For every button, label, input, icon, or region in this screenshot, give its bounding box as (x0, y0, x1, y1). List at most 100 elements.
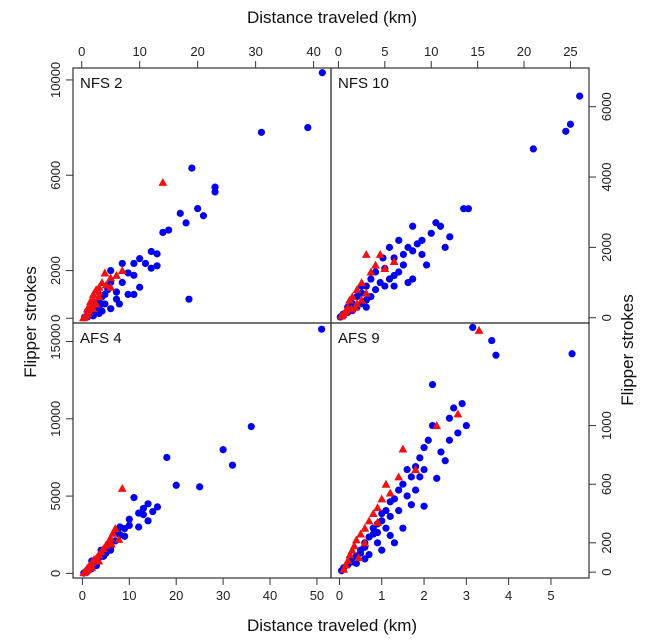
point-circle (416, 473, 424, 481)
bottom-axis-label: Distance traveled (km) (247, 616, 417, 635)
point-circle (153, 250, 161, 258)
point-circle (390, 539, 399, 547)
x-tick-label: 0 (335, 44, 342, 59)
y-tick-label: 2000 (599, 233, 614, 262)
points-layer (79, 69, 326, 322)
y-tick-label: 0 (48, 570, 63, 577)
point-triangle (88, 290, 98, 298)
point-circle (130, 259, 138, 268)
point-circle (395, 236, 403, 244)
y-tick-label: 0 (48, 315, 63, 322)
panel-title: AFS 4 (80, 330, 122, 347)
panel-3: AFS 9 0 1 2 3 4 5 0 200 600 1000 (330, 322, 614, 603)
point-circle (568, 350, 576, 358)
point-circle (420, 465, 428, 474)
point-circle (101, 300, 109, 308)
y-tick-label: 4000 (599, 163, 614, 192)
point-triangle (351, 535, 361, 544)
point-circle (386, 512, 394, 521)
y-tick-label: 10000 (48, 62, 63, 98)
point-circle (446, 233, 454, 241)
point-circle (378, 546, 386, 554)
point-triangle (411, 465, 420, 474)
point-circle (159, 228, 167, 237)
point-triangle (101, 280, 111, 289)
point-triangle (106, 282, 116, 291)
point-circle (257, 128, 266, 136)
point-circle (416, 454, 424, 462)
point-circle (454, 429, 462, 437)
x-tick-label: 50 (310, 588, 324, 603)
point-circle (188, 164, 196, 172)
point-circle (318, 325, 326, 333)
point-circle (385, 275, 394, 283)
x-tick-label: 40 (306, 44, 320, 59)
point-circle (147, 264, 155, 272)
point-circle (130, 494, 138, 502)
point-triangle (117, 266, 127, 275)
point-circle (118, 259, 126, 268)
top-axis-label: Distance traveled (km) (247, 8, 417, 27)
point-circle (135, 509, 143, 517)
y-tick-label: 6000 (48, 161, 63, 190)
point-triangle (117, 483, 127, 492)
point-circle (182, 219, 190, 227)
point-circle (385, 243, 394, 251)
point-triangle (377, 494, 387, 503)
point-circle (304, 123, 312, 132)
point-circle (395, 506, 403, 515)
point-circle (211, 188, 219, 196)
point-circle (390, 282, 398, 290)
point-triangle (79, 568, 89, 577)
panel-title: NFS 2 (80, 75, 123, 92)
point-circle (432, 219, 440, 227)
point-triangle (360, 523, 370, 532)
points-layer (337, 323, 576, 575)
point-circle (403, 465, 411, 474)
panel-frame (330, 67, 590, 324)
point-circle (149, 507, 157, 516)
point-triangle (361, 250, 371, 258)
point-circle (352, 559, 360, 567)
point-circle (219, 446, 227, 454)
point-circle (362, 303, 370, 311)
x-tick-label: 5 (547, 588, 554, 603)
point-circle (433, 474, 441, 482)
point-triangle (373, 503, 382, 512)
x-tick-label: 30 (248, 44, 262, 59)
x-tick-label: 0 (79, 588, 86, 603)
point-triangle (432, 421, 442, 430)
left-axis-label: Flipper strokes (21, 266, 40, 377)
point-circle (318, 69, 326, 77)
point-circle (399, 261, 407, 269)
y-tick-label: 15000 (48, 323, 63, 359)
point-circle (98, 307, 106, 315)
point-triangle (349, 541, 359, 550)
point-circle (115, 300, 123, 308)
y-tick-label: 600 (599, 473, 614, 495)
point-triangle (347, 304, 356, 313)
point-triangle (345, 550, 355, 559)
point-circle (365, 533, 373, 541)
point-circle (107, 305, 115, 313)
x-tick-label: 0 (336, 588, 343, 603)
point-triangle (356, 529, 366, 538)
point-triangle (360, 538, 370, 547)
x-tick-label: 10 (122, 588, 136, 603)
point-circle (376, 278, 384, 287)
point-triangle (158, 177, 168, 186)
point-circle (441, 457, 449, 465)
point-triangle (389, 257, 399, 265)
point-circle (395, 486, 403, 494)
y-tick-label: 2000 (48, 256, 63, 285)
point-circle (427, 229, 435, 237)
point-triangle (375, 250, 385, 258)
point-circle (367, 275, 375, 283)
point-circle (139, 504, 147, 513)
point-circle (420, 443, 428, 452)
x-tick-label: 15 (470, 44, 484, 59)
point-circle (422, 261, 431, 269)
point-triangle (114, 534, 124, 543)
